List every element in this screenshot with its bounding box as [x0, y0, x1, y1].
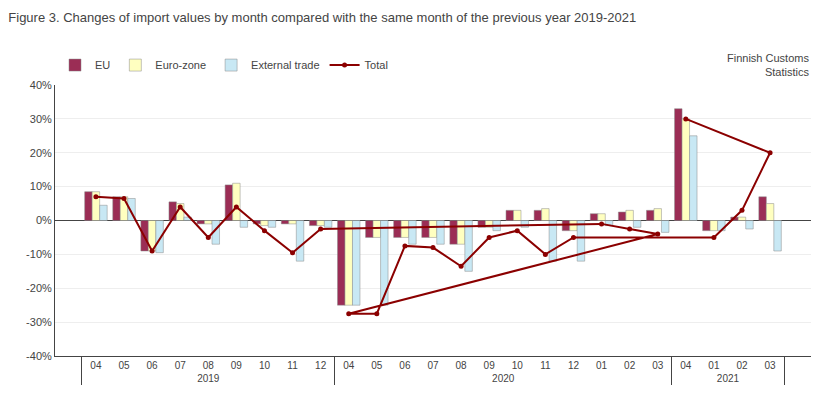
svg-text:External trade: External trade	[251, 59, 319, 71]
svg-text:-10%: -10%	[26, 248, 52, 260]
svg-text:10%: 10%	[30, 180, 52, 192]
svg-text:06: 06	[399, 360, 411, 371]
svg-text:2021: 2021	[717, 373, 740, 384]
svg-text:2020: 2020	[492, 373, 515, 384]
svg-text:Finnish CustomsStatistics: Finnish CustomsStatistics	[727, 52, 809, 78]
svg-text:02: 02	[624, 360, 636, 371]
svg-text:08: 08	[456, 360, 468, 371]
svg-text:01: 01	[596, 360, 608, 371]
svg-text:08: 08	[203, 360, 215, 371]
svg-text:40%: 40%	[30, 79, 52, 91]
svg-text:09: 09	[231, 360, 243, 371]
svg-text:07: 07	[175, 360, 187, 371]
svg-text:04: 04	[343, 360, 355, 371]
svg-text:EU: EU	[95, 59, 110, 71]
svg-text:05: 05	[118, 360, 130, 371]
svg-text:05: 05	[371, 360, 383, 371]
svg-text:12: 12	[568, 360, 580, 371]
svg-text:03: 03	[765, 360, 777, 371]
svg-text:07: 07	[427, 360, 439, 371]
svg-text:12: 12	[315, 360, 327, 371]
svg-text:10: 10	[512, 360, 524, 371]
svg-text:10: 10	[259, 360, 271, 371]
svg-text:30%: 30%	[30, 113, 52, 125]
svg-text:Figure 3. Changes of import va: Figure 3. Changes of import values by mo…	[8, 10, 636, 25]
svg-text:-40%: -40%	[26, 350, 52, 362]
svg-text:-30%: -30%	[26, 316, 52, 328]
svg-text:02: 02	[736, 360, 748, 371]
svg-text:03: 03	[652, 360, 664, 371]
svg-text:Euro-zone: Euro-zone	[155, 59, 206, 71]
svg-text:11: 11	[540, 360, 551, 371]
svg-text:0%: 0%	[36, 214, 52, 226]
svg-text:2019: 2019	[197, 373, 220, 384]
svg-text:09: 09	[484, 360, 496, 371]
svg-text:-20%: -20%	[26, 282, 52, 294]
svg-text:Total: Total	[365, 59, 388, 71]
svg-text:01: 01	[708, 360, 720, 371]
svg-text:04: 04	[680, 360, 692, 371]
svg-text:06: 06	[147, 360, 159, 371]
svg-text:20%: 20%	[30, 147, 52, 159]
svg-text:11: 11	[287, 360, 298, 371]
svg-text:04: 04	[90, 360, 102, 371]
